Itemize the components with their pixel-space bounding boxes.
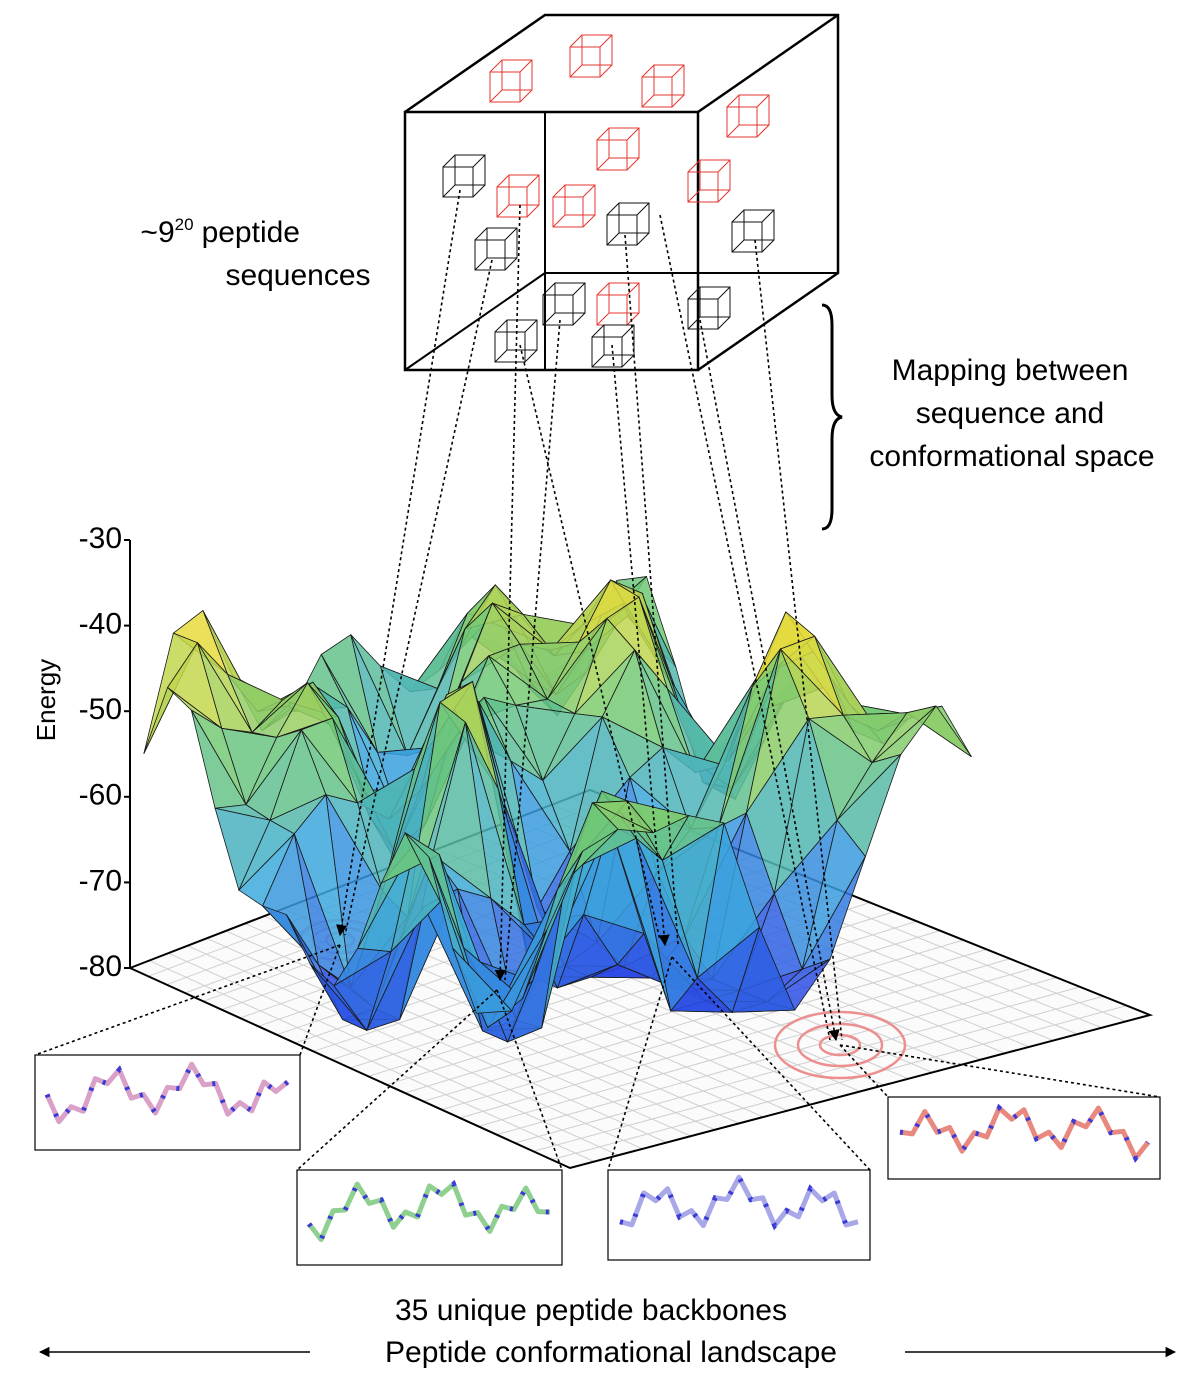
figure: -30 -40 -50 -60 -70 -80 Energy ~920 peptide se… [0,0,1183,1374]
mini-cube [497,175,539,217]
mini-cube [688,160,730,202]
mini-cube [443,155,485,197]
mapping-label: Mapping between [892,354,1129,387]
mini-cube [475,228,517,270]
tick-label: -60 [79,779,122,812]
tick-label: -70 [79,864,122,897]
sequence-label: ~920 peptide [140,215,300,249]
rest: peptide [202,216,300,249]
brace [822,305,842,529]
mini-cube [553,185,595,227]
mini-cube [570,35,612,77]
energy-axis: -30 -40 -50 -60 -70 -80 [79,522,130,983]
mini-cube [592,325,634,367]
footer-line: 35 unique peptide backbones [395,1294,787,1327]
mini-cube [597,128,639,170]
axis-label: Energy [31,659,61,741]
base: ~9 [140,216,174,249]
sequence-cube [405,15,838,370]
mini-cube [490,60,532,102]
mini-cube [732,210,774,252]
mapping-label: conformational space [869,440,1154,473]
mapping-label: sequence and [916,397,1105,430]
mini-cubes [443,35,774,367]
tick-label: -30 [79,522,122,555]
mini-cube [607,203,649,245]
panel [608,1170,870,1260]
panel [35,1055,300,1150]
tick-label: -80 [79,950,122,983]
footer-line: Peptide conformational landscape [385,1336,837,1369]
tick-label: -40 [79,608,122,641]
exponent: 20 [175,215,194,234]
tick-label: -50 [79,693,122,726]
mini-cube [543,283,585,325]
mini-cube [688,287,730,329]
mini-cube [642,65,684,107]
mini-cube [597,283,639,325]
sequence-label-2: sequences [225,259,370,292]
mini-cube [727,95,769,137]
